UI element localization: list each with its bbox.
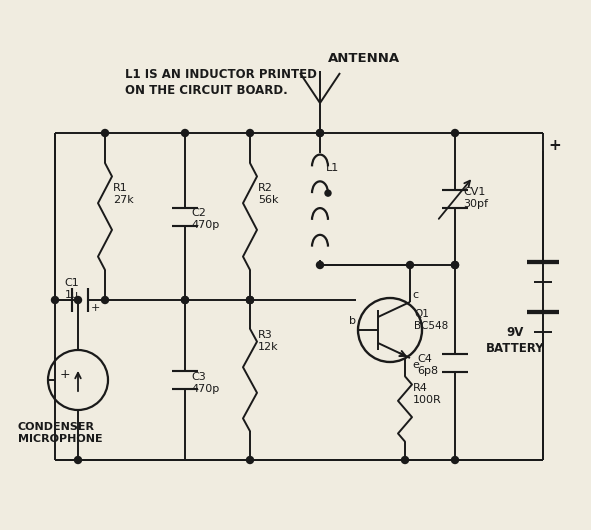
Text: R2
56k: R2 56k	[258, 183, 278, 205]
Text: ON THE CIRCUIT BOARD.: ON THE CIRCUIT BOARD.	[125, 84, 288, 97]
Circle shape	[401, 456, 408, 464]
Text: C4
6p8: C4 6p8	[417, 355, 438, 376]
Circle shape	[181, 129, 189, 137]
Text: ANTENNA: ANTENNA	[328, 52, 400, 65]
Circle shape	[325, 190, 331, 196]
Circle shape	[452, 261, 459, 269]
Circle shape	[317, 129, 323, 137]
Circle shape	[452, 129, 459, 137]
Text: 9V
BATTERY: 9V BATTERY	[486, 326, 544, 355]
Circle shape	[246, 296, 254, 304]
Text: C3
470p: C3 470p	[191, 372, 219, 394]
Text: CV1
30pf: CV1 30pf	[463, 187, 488, 209]
Circle shape	[51, 296, 59, 304]
Text: +: +	[91, 303, 100, 313]
Text: e: e	[412, 360, 419, 370]
Circle shape	[102, 296, 109, 304]
Circle shape	[246, 296, 254, 304]
Text: L1: L1	[326, 163, 339, 173]
Circle shape	[181, 296, 189, 304]
Text: Q1
BC548: Q1 BC548	[414, 309, 448, 331]
Circle shape	[181, 296, 189, 304]
Circle shape	[317, 129, 323, 137]
Text: b: b	[349, 316, 356, 326]
Circle shape	[407, 261, 414, 269]
Text: +: +	[548, 138, 561, 153]
Circle shape	[317, 261, 323, 269]
Text: CONDENSER
MICROPHONE: CONDENSER MICROPHONE	[18, 422, 103, 444]
Circle shape	[102, 129, 109, 137]
Circle shape	[452, 456, 459, 464]
Text: R3
12k: R3 12k	[258, 330, 278, 351]
Circle shape	[74, 296, 82, 304]
Text: R4
100R: R4 100R	[413, 383, 441, 404]
Text: C1
1μ: C1 1μ	[64, 278, 79, 299]
Text: L1 IS AN INDUCTOR PRINTED: L1 IS AN INDUCTOR PRINTED	[125, 68, 317, 81]
Circle shape	[452, 261, 459, 269]
Circle shape	[246, 296, 254, 304]
Circle shape	[246, 129, 254, 137]
Text: +: +	[60, 368, 71, 382]
Text: C2
470p: C2 470p	[191, 208, 219, 230]
Circle shape	[246, 456, 254, 464]
Circle shape	[74, 456, 82, 464]
Text: R1
27k: R1 27k	[113, 183, 134, 205]
Text: c: c	[412, 290, 418, 300]
